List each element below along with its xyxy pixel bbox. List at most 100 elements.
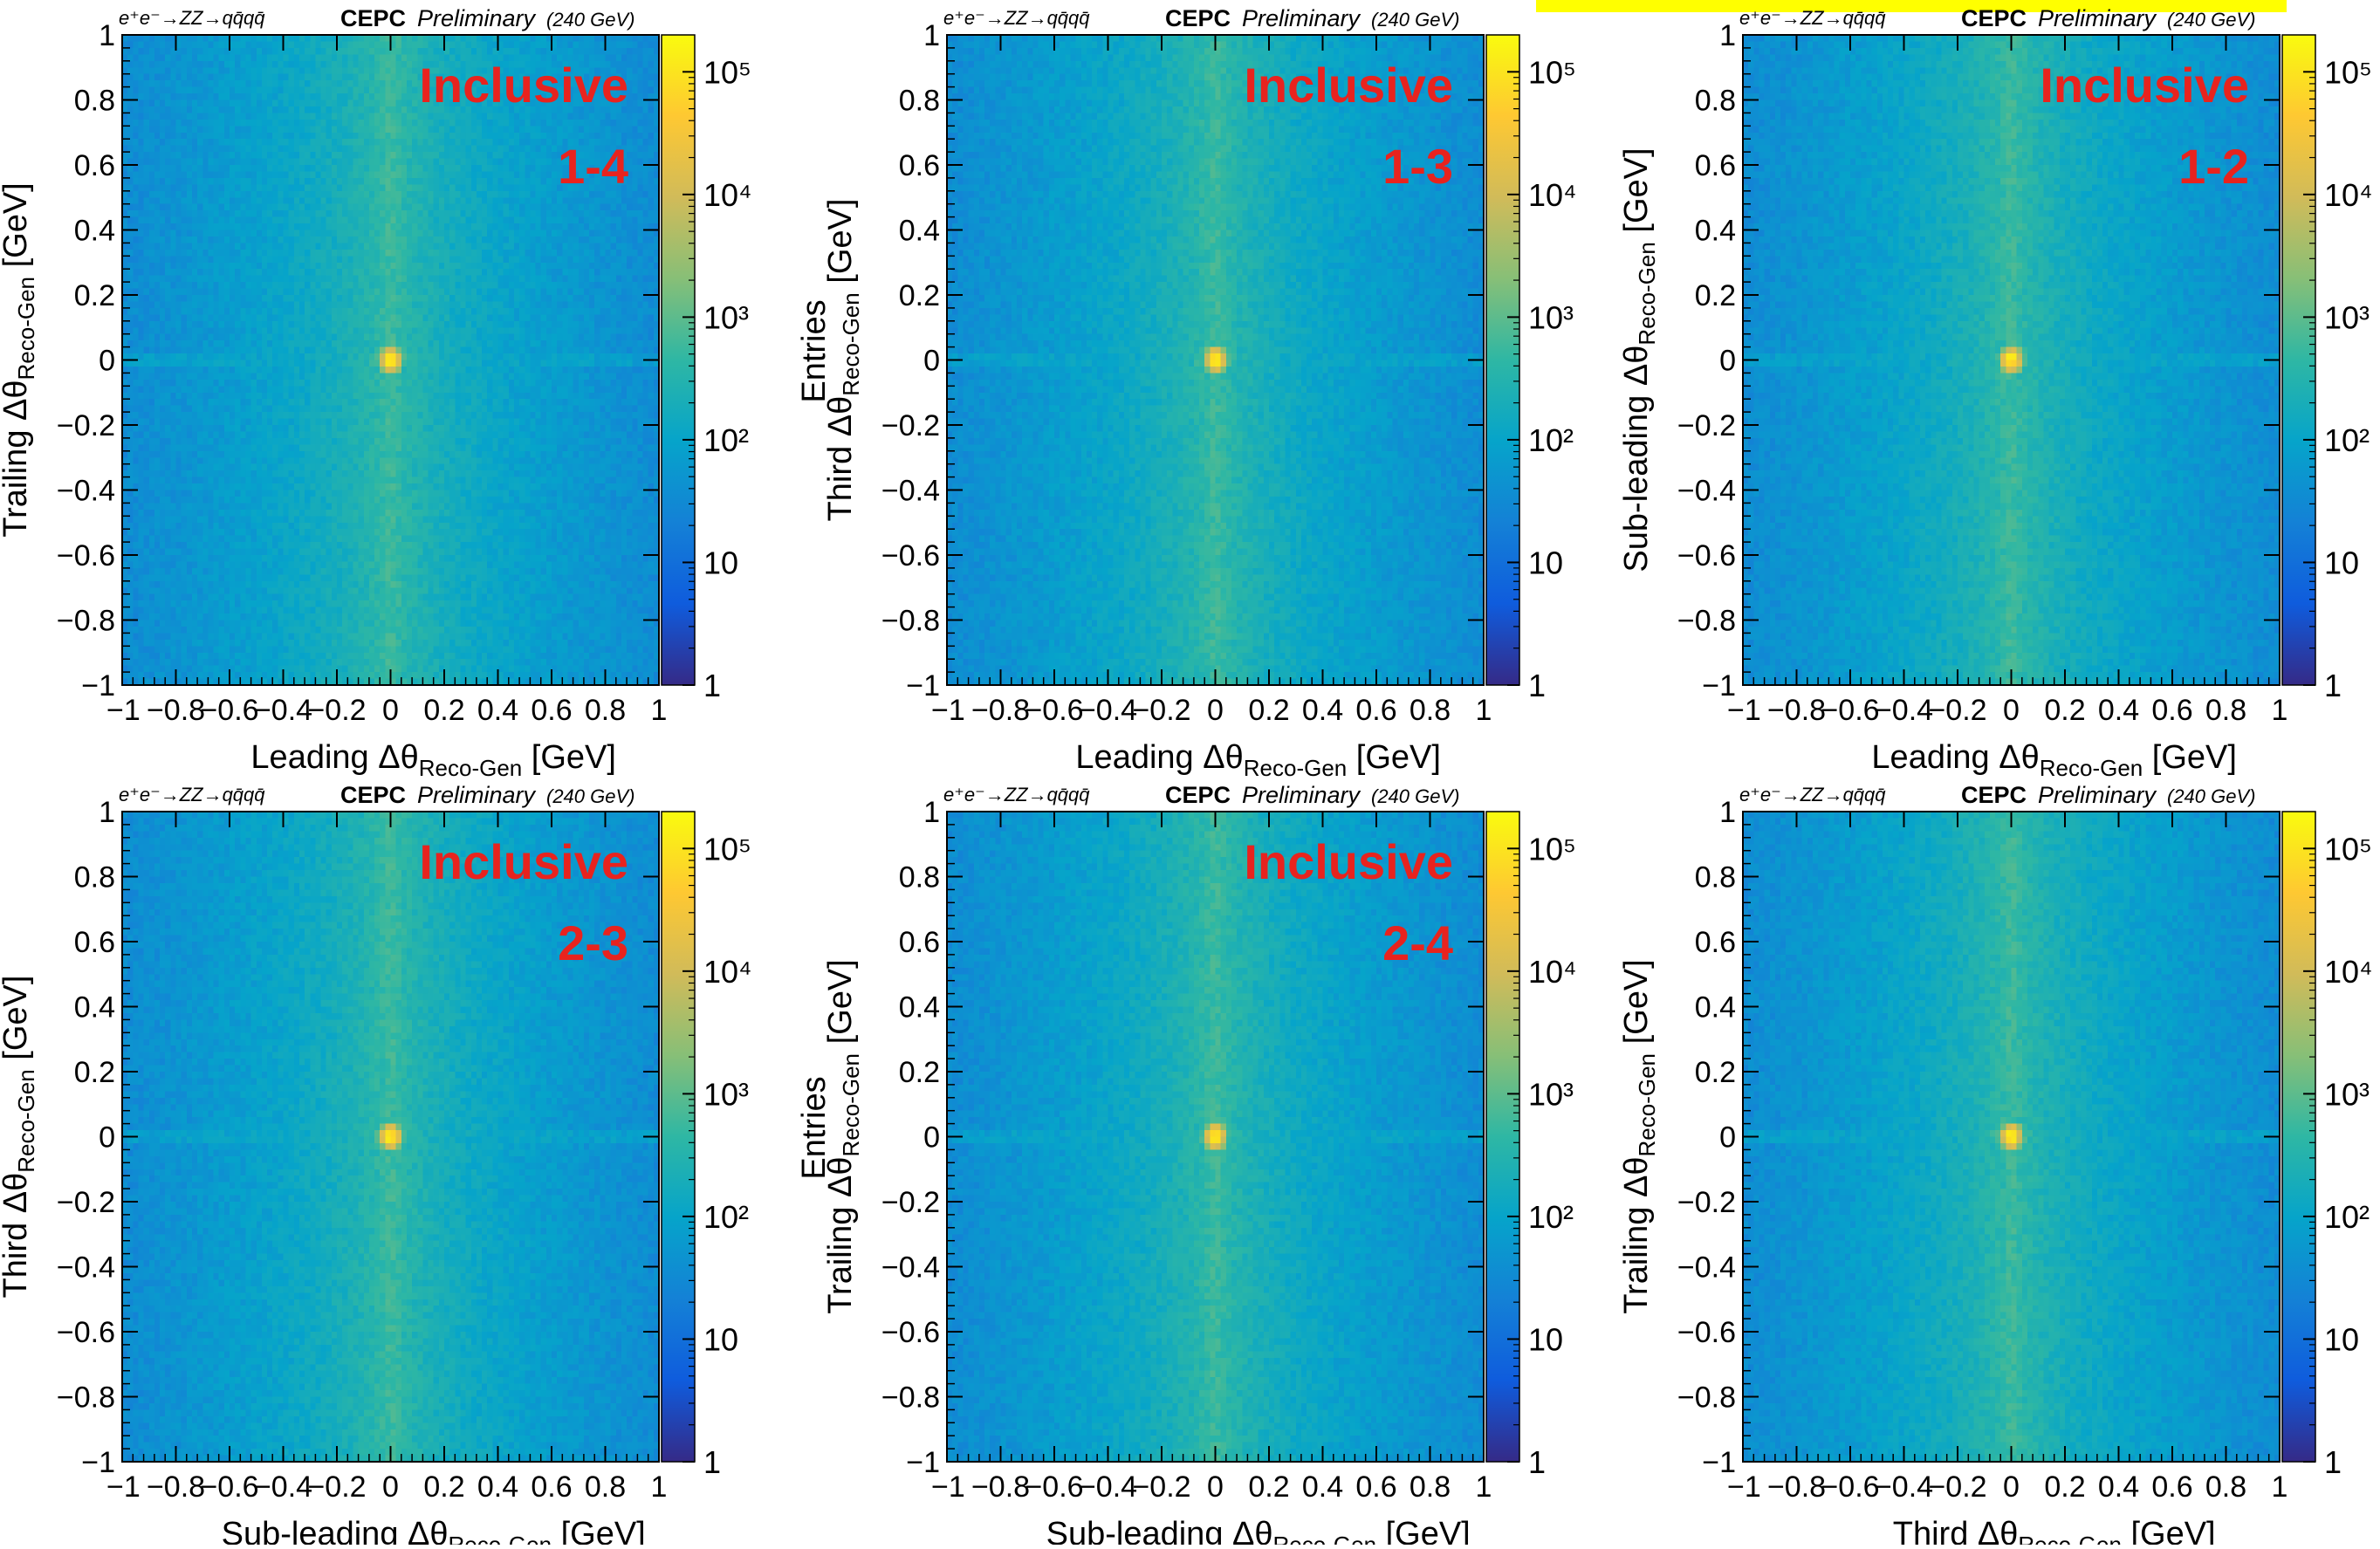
status-label: Preliminary xyxy=(1242,5,1361,31)
inclusive-label: Inclusive xyxy=(1244,834,1453,889)
colorbar-tick-label: 10³ xyxy=(1528,299,1574,335)
x-tick-label: −0.2 xyxy=(1928,1470,1986,1504)
x-axis-title: Third ΔθReco-Gen [GeV] xyxy=(1893,1516,2216,1545)
x-tick-label: 0.6 xyxy=(531,694,572,727)
y-axis-title: Sub-leading ΔθReco-Gen [GeV] xyxy=(1618,147,1660,572)
x-tick-label: 0.6 xyxy=(531,1470,572,1504)
x-tick-label: −0.4 xyxy=(254,694,312,727)
experiment-label: CEPC xyxy=(1165,782,1231,808)
status-label: Preliminary xyxy=(1242,782,1361,808)
colorbar xyxy=(662,35,695,685)
x-tick-label: −1 xyxy=(1727,694,1761,727)
y-tick-label: 0 xyxy=(99,345,115,378)
colorbar-tick-label: 10² xyxy=(2324,1199,2370,1235)
x-tick-label: 0 xyxy=(1207,694,1224,727)
jet-pair-label: 1-4 xyxy=(558,139,628,194)
experiment-label: CEPC xyxy=(340,5,406,31)
colorbar-frame xyxy=(1485,34,1520,686)
colorbar-tick-label: 10⁴ xyxy=(1528,177,1577,213)
y-tick-label: −0.6 xyxy=(57,539,115,572)
colorbar-tick-label: 10⁴ xyxy=(1528,954,1577,990)
colorbar-tick-label: 10⁵ xyxy=(703,54,751,90)
y-tick-label: −0.8 xyxy=(57,605,115,638)
x-tick-label: 0.4 xyxy=(1302,694,1343,727)
x-tick-label: 0 xyxy=(1207,1470,1224,1504)
y-tick-label: −0.2 xyxy=(57,1186,115,1219)
colorbar-tick-label: 10⁴ xyxy=(2324,177,2373,213)
colorbar-tick-label: 10 xyxy=(1528,1321,1563,1357)
y-tick-label: −0.2 xyxy=(881,409,940,442)
y-tick-label: 0.2 xyxy=(1695,1056,1736,1089)
y-tick-label: 0.2 xyxy=(899,1056,940,1089)
y-tick-label: 0.4 xyxy=(899,215,940,248)
y-tick-label: 0.8 xyxy=(74,85,115,118)
x-tick-label: 0.4 xyxy=(477,694,518,727)
heatmap-panel-3: e⁺e⁻→ZZ→qq̄qq̄ CEPC Preliminary (240 GeV) −1… xyxy=(1618,5,2373,781)
y-tick-label: 0.2 xyxy=(74,279,115,312)
energy-label: (240 GeV) xyxy=(1371,785,1460,807)
heatmap-bins xyxy=(1743,35,2280,685)
y-axis-title: Trailing ΔθReco-Gen [GeV] xyxy=(822,959,864,1313)
y-tick-label: 0.6 xyxy=(1695,149,1736,182)
colorbar-label: Entries xyxy=(796,1076,833,1179)
colorbar-label: Entries xyxy=(796,299,833,402)
y-tick-label: 0 xyxy=(1719,345,1736,378)
y-axis-title: Third ΔθReco-Gen [GeV] xyxy=(0,976,39,1299)
x-tick-label: 0.4 xyxy=(477,1470,518,1504)
experiment-label: CEPC xyxy=(1961,5,2027,31)
colorbar xyxy=(662,812,695,1462)
y-tick-label: −0.2 xyxy=(57,409,115,442)
y-axis-title: Trailing ΔθReco-Gen [GeV] xyxy=(0,182,39,537)
x-tick-label: −0.2 xyxy=(307,1470,366,1504)
process-label: e⁺e⁻→ZZ→qq̄qq̄ xyxy=(943,784,1090,805)
y-tick-label: 0.4 xyxy=(74,215,115,248)
x-tick-label: 1 xyxy=(651,694,668,727)
x-tick-label: 0.8 xyxy=(2205,694,2246,727)
y-tick-label: 0.2 xyxy=(899,279,940,312)
y-tick-label: 0.8 xyxy=(1695,861,1736,894)
colorbar-tick-label: 10³ xyxy=(1528,1076,1574,1112)
x-tick-label: 0.2 xyxy=(2044,694,2085,727)
x-tick-label: 0.6 xyxy=(1355,694,1396,727)
y-tick-label: 0 xyxy=(923,345,940,378)
x-tick-label: 0.6 xyxy=(2151,694,2192,727)
x-tick-label: 0.2 xyxy=(2044,1470,2085,1504)
x-tick-label: −0.8 xyxy=(147,1470,205,1504)
y-tick-label: −0.6 xyxy=(1677,1316,1736,1349)
y-tick-label: −0.2 xyxy=(881,1186,940,1219)
colorbar-tick-label: 10⁵ xyxy=(703,831,751,867)
x-tick-label: 0.8 xyxy=(585,1470,626,1504)
colorbar-tick-label: 10⁴ xyxy=(703,954,752,990)
status-label: Preliminary xyxy=(2038,782,2157,808)
y-tick-label: −1 xyxy=(1702,1446,1736,1479)
inclusive-label: Inclusive xyxy=(419,834,628,889)
highlight-strip xyxy=(1536,0,2287,12)
x-tick-label: 0 xyxy=(2003,694,2020,727)
status-label: Preliminary xyxy=(417,782,537,808)
x-tick-label: 0.2 xyxy=(1248,1470,1289,1504)
x-tick-label: 0.6 xyxy=(1355,1470,1396,1504)
inclusive-label: Inclusive xyxy=(2040,58,2249,113)
y-tick-label: −0.6 xyxy=(881,1316,940,1349)
x-tick-label: 0.2 xyxy=(423,1470,464,1504)
x-tick-label: −0.6 xyxy=(200,1470,258,1504)
jet-pair-label: 2-3 xyxy=(558,915,628,970)
x-tick-label: −0.4 xyxy=(1875,694,1933,727)
energy-label: (240 GeV) xyxy=(546,785,635,807)
x-tick-label: −0.6 xyxy=(1025,1470,1083,1504)
y-tick-label: 0.8 xyxy=(899,85,940,118)
colorbar-tick-label: 1 xyxy=(703,1444,721,1480)
y-tick-label: 0.4 xyxy=(1695,991,1736,1025)
process-label: e⁺e⁻→ZZ→qq̄qq̄ xyxy=(943,7,1090,29)
x-tick-label: 0.8 xyxy=(585,694,626,727)
y-tick-label: −1 xyxy=(81,669,115,703)
y-tick-label: 1 xyxy=(99,796,115,829)
x-tick-label: 1 xyxy=(2272,1470,2288,1504)
y-tick-label: −0.2 xyxy=(1677,1186,1736,1219)
x-tick-label: 0.4 xyxy=(2098,694,2139,727)
x-tick-label: −1 xyxy=(931,1470,965,1504)
heatmap-bins xyxy=(122,812,659,1462)
x-axis-title: Leading ΔθReco-Gen [GeV] xyxy=(250,739,616,781)
x-tick-label: −1 xyxy=(1727,1470,1761,1504)
experiment-label: CEPC xyxy=(1961,782,2027,808)
